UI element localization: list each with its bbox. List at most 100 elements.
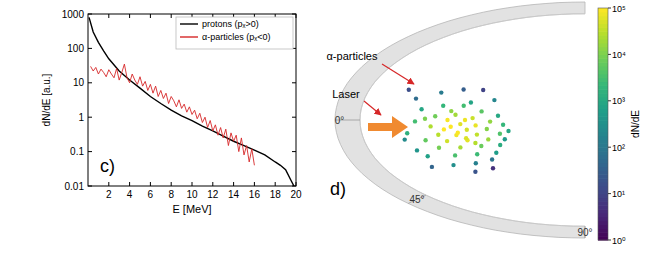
- colorbar-step: [598, 89, 608, 93]
- colorbar-step: [598, 201, 608, 205]
- point: [474, 161, 478, 165]
- polar-grid: [360, 14, 585, 226]
- panel-label: c): [100, 156, 115, 176]
- point: [453, 113, 457, 117]
- point: [498, 143, 502, 147]
- colorbar-step: [598, 155, 608, 159]
- point: [419, 107, 423, 111]
- y-tick: [88, 186, 92, 187]
- point: [456, 131, 460, 135]
- y-tick-label: 10: [73, 77, 85, 88]
- colorbar-step: [598, 120, 608, 124]
- annotation-arrow: [382, 64, 414, 84]
- theta-tick-label: 90°: [577, 227, 592, 238]
- colorbar-step: [598, 194, 608, 198]
- x-tick: [254, 182, 255, 186]
- point: [473, 141, 477, 145]
- x-tick: [129, 14, 130, 18]
- point: [449, 109, 453, 113]
- point: [405, 131, 409, 135]
- point: [439, 90, 443, 94]
- laser-arrow: [368, 116, 408, 138]
- colorbar-step: [598, 12, 608, 16]
- x-tick-label: 16: [249, 189, 261, 200]
- colorbar-step: [598, 116, 608, 120]
- colorbar-step: [598, 232, 608, 236]
- x-tick: [108, 14, 109, 18]
- colorbar-step: [598, 47, 608, 51]
- x-tick: [150, 14, 151, 18]
- colorbar-step: [598, 190, 608, 194]
- colorbar-step: [598, 35, 608, 39]
- legend-swatch: [180, 36, 198, 37]
- colorbar-step: [598, 74, 608, 78]
- colorbar-step: [598, 182, 608, 186]
- y-tick: [292, 82, 296, 83]
- colorbar-step: [598, 221, 608, 225]
- colorbar-step: [598, 197, 608, 201]
- colorbar-step: [598, 39, 608, 43]
- x-tick-label: 14: [228, 189, 240, 200]
- point: [441, 104, 445, 108]
- polar-band: [335, 2, 585, 238]
- y-axis-label: dN/dE [a.u.]: [41, 73, 52, 126]
- point: [426, 154, 430, 158]
- colorbar-step: [598, 132, 608, 136]
- point: [436, 133, 440, 137]
- point: [481, 88, 485, 92]
- plot-frame: [88, 14, 296, 186]
- point: [445, 139, 449, 143]
- colorbar-step: [598, 23, 608, 27]
- theta-tick-label: 0°: [335, 115, 345, 126]
- y-tick-label: 100: [67, 43, 84, 54]
- colorbar-tick-label: 10⁵: [612, 4, 626, 14]
- point: [491, 166, 495, 170]
- point: [423, 117, 427, 121]
- legend-box: [176, 17, 293, 49]
- colorbar-step: [598, 43, 608, 47]
- colorbar-tick-label: 10²: [612, 143, 625, 153]
- series-line: [91, 64, 255, 165]
- point: [415, 148, 419, 152]
- point: [461, 87, 465, 91]
- x-tick-label: 18: [270, 189, 282, 200]
- x-tick-label: 4: [127, 189, 133, 200]
- colorbar-step: [598, 54, 608, 58]
- y-tick: [88, 82, 92, 83]
- colorbar-tick-label: 10⁰: [612, 236, 626, 246]
- point: [485, 127, 489, 131]
- x-tick-label: 2: [106, 189, 112, 200]
- point: [465, 128, 469, 132]
- colorbar-step: [598, 124, 608, 128]
- annotation: α-particles: [327, 50, 378, 62]
- point: [492, 98, 496, 102]
- point: [503, 137, 507, 141]
- point: [473, 170, 477, 174]
- series-line: [89, 17, 294, 186]
- point: [433, 114, 437, 118]
- point: [498, 132, 502, 136]
- colorbar-step: [598, 27, 608, 31]
- colorbar-step: [598, 78, 608, 82]
- colorbar-step: [598, 101, 608, 105]
- x-tick: [275, 182, 276, 186]
- point: [403, 137, 407, 141]
- point: [501, 123, 505, 127]
- colorbar-step: [598, 163, 608, 167]
- point: [490, 157, 494, 161]
- point: [479, 109, 483, 113]
- colorbar-step: [598, 81, 608, 85]
- point: [428, 124, 432, 128]
- point: [449, 125, 453, 129]
- colorbar-step: [598, 20, 608, 24]
- x-tick-label: 20: [290, 189, 302, 200]
- colorbar-step: [598, 136, 608, 140]
- colorbar-step: [598, 217, 608, 221]
- y-tick: [88, 117, 92, 118]
- colorbar-step: [598, 228, 608, 232]
- colorbar-frame: [598, 8, 608, 240]
- y-tick: [292, 186, 296, 187]
- x-tick: [171, 14, 172, 18]
- colorbar-step: [598, 151, 608, 155]
- colorbar-step: [598, 85, 608, 89]
